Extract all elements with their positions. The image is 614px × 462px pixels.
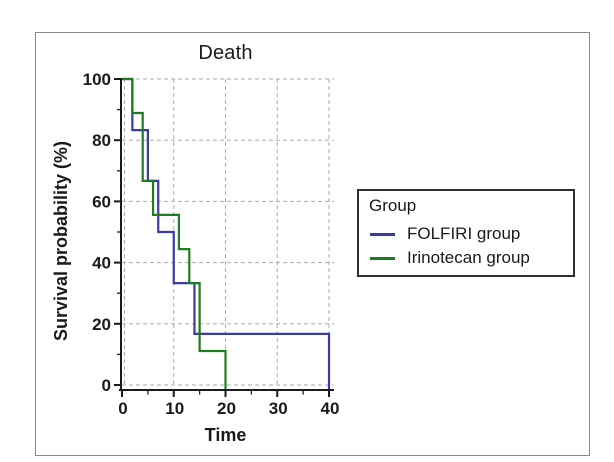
y-tick-label: 40 xyxy=(92,254,111,273)
x-tick-label: 20 xyxy=(217,399,236,418)
plot-area: 0 20 40 60 80 100 0 10 20 30 40 xyxy=(83,70,340,418)
legend-label-irinotecan: Irinotecan group xyxy=(407,248,530,267)
irinotecan-line-swatch-icon xyxy=(370,256,395,260)
x-axis-label: Time xyxy=(204,425,247,445)
legend-label-folfiri: FOLFIRI group xyxy=(407,224,521,243)
chart-title: Death xyxy=(198,42,253,64)
legend-entry-folfiri: FOLFIRI group xyxy=(367,222,573,246)
folfiri-line-swatch-icon xyxy=(370,232,395,236)
survival-curve-folfiri xyxy=(122,77,331,389)
x-tick-label: 0 xyxy=(118,399,127,418)
x-tick-label: 10 xyxy=(165,399,184,418)
x-tick-label: 30 xyxy=(269,399,288,418)
y-tick-label: 60 xyxy=(92,192,111,211)
y-tick-label: 20 xyxy=(92,315,111,334)
y-tick-label: 0 xyxy=(102,376,111,395)
survival-plot-figure: 0 20 40 60 80 100 0 10 20 30 40 Death Survival pro… xyxy=(35,32,590,456)
x-tick-label: 40 xyxy=(321,399,340,418)
legend-title: Group xyxy=(369,196,417,215)
y-tick-label: 80 xyxy=(92,131,111,150)
legend: Group FOLFIRI group Irinotecan group xyxy=(357,189,575,277)
y-tick-label: 100 xyxy=(83,70,111,89)
y-axis-label: Survival probability (%) xyxy=(51,140,71,342)
legend-entry-irinotecan: Irinotecan group xyxy=(367,246,573,270)
survival-curve-irinotecan xyxy=(122,77,227,389)
